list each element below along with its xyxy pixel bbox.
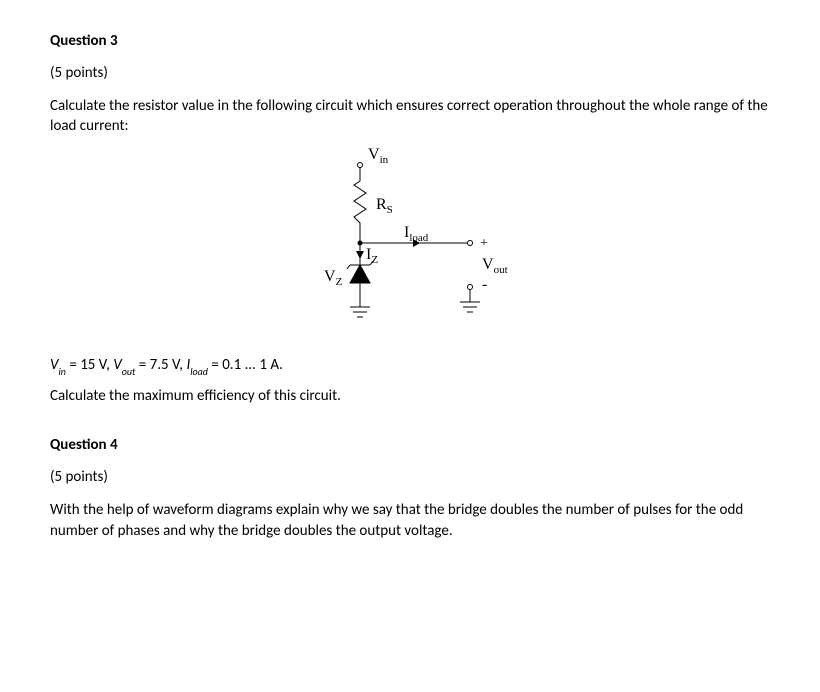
label-iload: Iload [404,224,429,244]
q3-points: (5 points) [50,64,770,82]
label-vz: VZ [324,268,343,288]
q3-heading: Question 3 [50,32,770,50]
q3-given: Vin = 15 V, Vout = 7.5 V, Iload = 0.1 ..… [50,355,770,377]
label-iz: IZ [366,246,378,266]
page: Question 3 (5 points) Calculate the resi… [0,0,820,692]
q4-body: With the help of waveform diagrams expla… [50,500,770,541]
circuit-figure: Vin RS Iload + Vout - IZ VZ [50,147,770,337]
zener-regulator-circuit: Vin RS Iload + Vout - IZ VZ [300,147,520,337]
q3-task2: Calculate the maximum efficiency of this… [50,386,770,406]
label-vin: Vin [368,147,389,166]
q3-prompt: Calculate the resistor value in the foll… [50,96,770,137]
label-plus: + [480,236,488,251]
label-vout: Vout [482,256,508,276]
q4-points: (5 points) [50,468,770,486]
label-rs: RS [376,196,393,216]
q4-heading: Question 4 [50,436,770,454]
label-minus: - [482,276,487,293]
